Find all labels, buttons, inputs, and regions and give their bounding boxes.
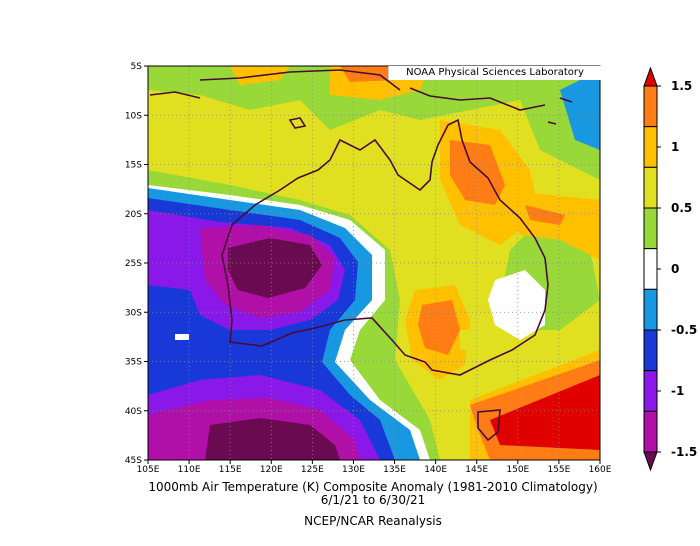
lon-tick-label: 125E: [301, 465, 324, 475]
colorbar-label: 1: [671, 140, 679, 154]
lon-tick-label: 135E: [383, 465, 406, 475]
gridlines: [148, 66, 600, 460]
colorbar-label: 0: [671, 262, 679, 276]
anomaly-field: [148, 66, 600, 460]
colorbar-segment: [643, 370, 658, 412]
lon-tick-label: 155E: [547, 465, 570, 475]
lon-tick-label: 150E: [506, 465, 529, 475]
caption-line-3: NCEP/NCAR Reanalysis: [304, 514, 442, 528]
colorbar-label: -1: [671, 384, 684, 398]
lon-tick-label: 140E: [424, 465, 447, 475]
caption-line-1: 1000mb Air Temperature (K) Composite Ano…: [148, 480, 598, 494]
caption-line-2: 6/1/21 to 6/30/21: [320, 493, 426, 507]
lon-tick-label: 130E: [342, 465, 365, 475]
lat-tick-label: 20S: [125, 210, 142, 220]
colorbar-segment: [643, 85, 658, 128]
lat-tick-label: 35S: [125, 358, 142, 368]
lon-tick-label: 120E: [260, 465, 283, 475]
colorbar-label: 0.5: [671, 201, 692, 215]
colorbar-segment: [643, 207, 658, 250]
colorbar-segment: [643, 410, 658, 453]
lat-tick-label: 30S: [125, 308, 142, 318]
latitude-axis: 5S 10S 15S 20S 25S 30S 35S 40S 45S: [125, 62, 148, 466]
lon-tick-label: 110E: [178, 465, 201, 475]
lat-tick-label: 40S: [125, 407, 142, 417]
coastline: [149, 69, 573, 442]
colorbar-label: -0.5: [671, 323, 697, 337]
lon-tick-label: 160E: [589, 465, 612, 475]
lon-tick-label: 145E: [465, 465, 488, 475]
colorbar-segment: [643, 248, 658, 290]
lat-tick-label: 5S: [131, 62, 143, 72]
colorbar-label: 1.5: [671, 79, 692, 93]
lon-tick-label: 105E: [137, 465, 160, 475]
colorbar-min-arrow: [643, 451, 658, 472]
colorbar-segment: [643, 288, 658, 331]
colorbar-segment: [643, 166, 658, 209]
lon-tick-label: 115E: [219, 465, 242, 475]
colorbar-segment: [643, 126, 658, 168]
colorbar: 1.5 1 0.5 0 -0.5 -1 -1.5: [643, 66, 697, 472]
longitude-axis: 105E 110E 115E 120E 125E 130E 135E 140E 145E 150E…: [137, 460, 612, 475]
colorbar-max-arrow: [643, 66, 658, 87]
colorbar-segment: [643, 329, 658, 372]
credit-label: NOAA Physical Sciences Laboratory: [388, 66, 601, 80]
lat-tick-label: 15S: [125, 161, 142, 171]
colorbar-label: -1.5: [671, 445, 697, 459]
lat-tick-label: 45S: [125, 456, 142, 466]
lat-tick-label: 10S: [125, 111, 142, 121]
lat-tick-label: 25S: [125, 259, 142, 269]
